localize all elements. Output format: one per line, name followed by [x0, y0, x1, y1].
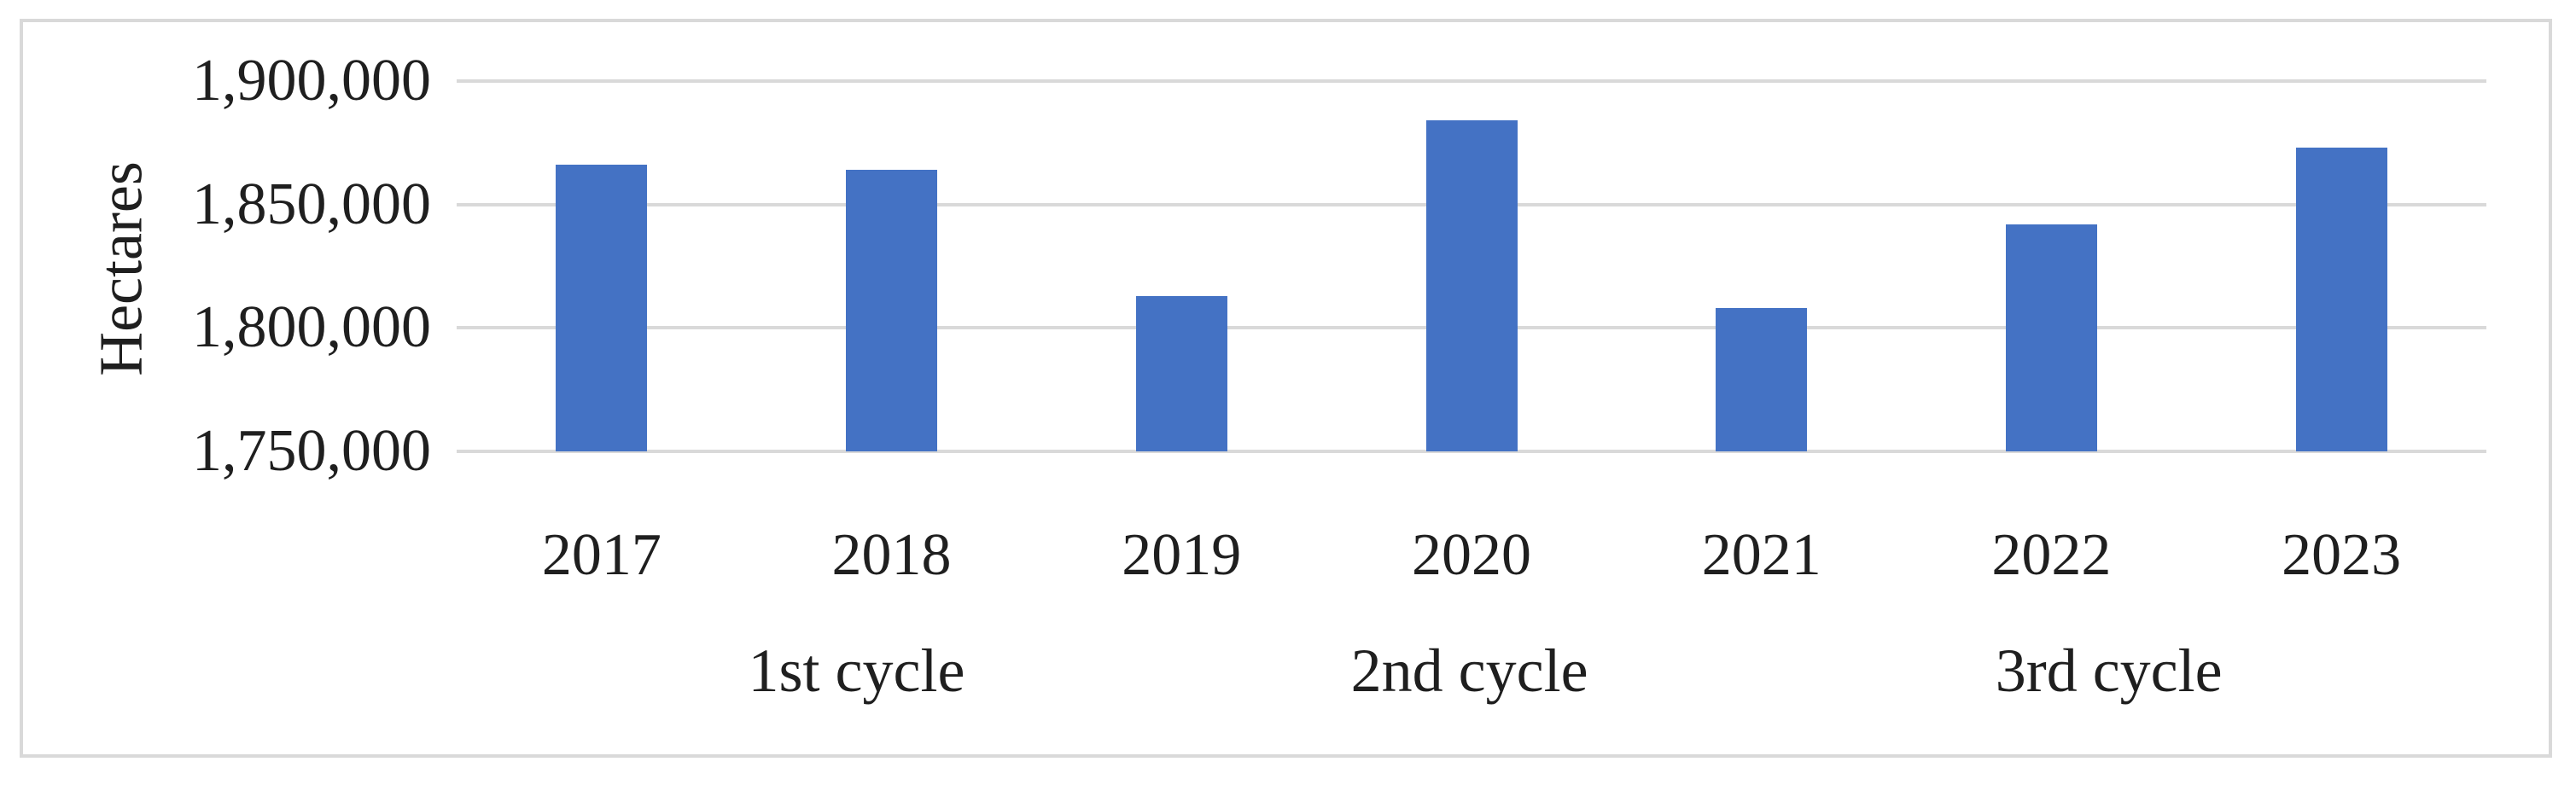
y-tick-label: 1,850,000: [192, 171, 431, 237]
x-tick-label-2019: 2019: [1122, 522, 1242, 588]
group-label-2: 2nd cycle: [1350, 637, 1588, 705]
x-tick-label-2021: 2021: [1701, 522, 1821, 588]
x-tick-label-2020: 2020: [1411, 522, 1531, 588]
bar-2019: [1135, 295, 1227, 451]
x-tick-label-2023: 2023: [2282, 522, 2402, 588]
gridline: [457, 79, 2486, 83]
y-tick-label: 1,800,000: [192, 294, 431, 361]
y-axis-title: Hectares: [86, 161, 155, 376]
bar-2021: [1716, 308, 1808, 451]
group-label-3: 3rd cycle: [1995, 637, 2223, 705]
bar-2023: [2295, 148, 2387, 451]
bar-2018: [846, 170, 938, 451]
x-tick-label-2018: 2018: [831, 522, 952, 588]
figure-border: [20, 19, 2552, 758]
x-tick-label-2022: 2022: [1991, 522, 2112, 588]
y-tick-label: 1,900,000: [192, 48, 431, 113]
x-tick-label-2017: 2017: [541, 522, 661, 588]
bar-2020: [1425, 120, 1518, 451]
y-tick-label: 1,750,000: [192, 418, 431, 484]
group-label-1: 1st cycle: [748, 637, 965, 705]
bar-2017: [556, 165, 648, 451]
gridline: [457, 450, 2486, 453]
bar-2022: [2005, 224, 2097, 451]
